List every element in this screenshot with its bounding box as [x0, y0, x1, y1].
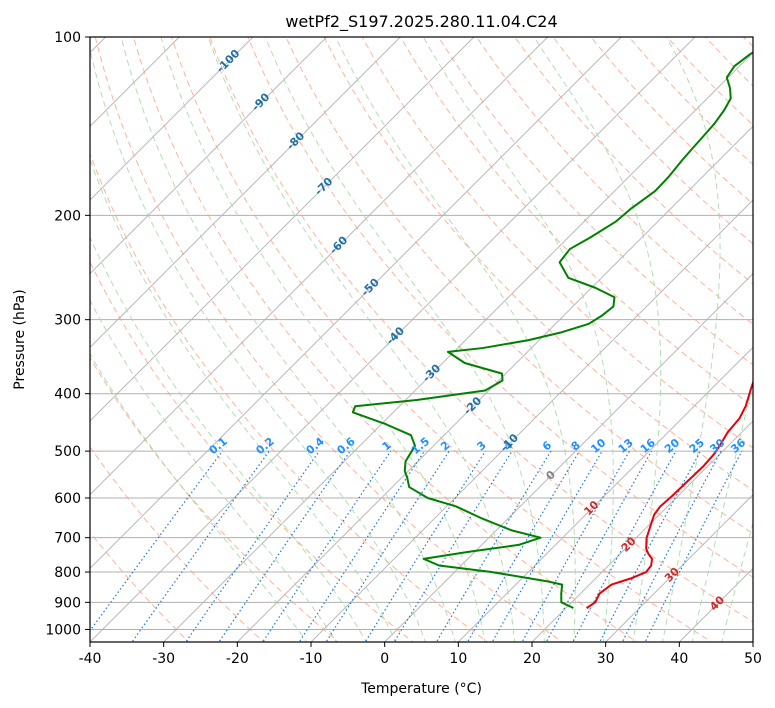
- plot-frame: [89, 36, 754, 643]
- mixing-ratio-line: [466, 450, 580, 642]
- plot-area: [90, 37, 753, 642]
- mixing-ratio-line: [364, 450, 486, 642]
- isotherm-line: [90, 37, 254, 201]
- mixing-ratio-line: [572, 450, 677, 642]
- y-tick-label: 900: [54, 595, 81, 611]
- moist-adiabat-line: [90, 353, 308, 642]
- x-axis-label: Temperature (°C): [360, 681, 482, 697]
- mixing-ratio-line: [185, 450, 320, 642]
- dry-adiabat-line: [94, 37, 564, 642]
- isotherm-line: [457, 346, 753, 642]
- dry-adiabat-line: [476, 37, 753, 325]
- dry-adiabat-line: [90, 446, 265, 642]
- mixing-ratio-line: [218, 450, 351, 642]
- isotherm-line: [236, 125, 753, 642]
- moist-adiabat-line: [90, 299, 338, 642]
- y-tick-label: 500: [54, 444, 81, 460]
- profile-lines: [351, 51, 753, 609]
- mixing-ratio-line: [131, 450, 270, 642]
- dry-adiabat-line: [132, 37, 638, 642]
- isotherm-line: [90, 37, 549, 496]
- isotherm-line: [384, 273, 753, 642]
- mixing-ratio-line: [599, 450, 702, 642]
- y-tick-label: 600: [54, 491, 81, 507]
- axes: -40 -30 -20 -10 0 10 20 30 40 50 100 200 300 400 500 60…: [45, 30, 762, 667]
- y-tick-label: 1000: [45, 622, 81, 638]
- moist-adiabat-line: [422, 37, 614, 642]
- y-tick-label: 800: [54, 565, 81, 581]
- moist-adiabat-line: [160, 37, 486, 642]
- dry-adiabat-line: [90, 152, 489, 642]
- moist-adiabat-line: [90, 47, 427, 642]
- dry-adiabat-line: [514, 37, 753, 285]
- x-tick-label: 20: [523, 651, 541, 667]
- dry-adiabat-line: [438, 37, 753, 366]
- mixing-ratio-line: [262, 450, 392, 642]
- isotherm-line: [90, 37, 401, 348]
- y-tick-label: 400: [54, 387, 81, 403]
- x-tick-label: 50: [744, 651, 762, 667]
- moist-adiabat-line: [90, 157, 397, 642]
- isotherm-line: [90, 37, 622, 569]
- dry-adiabat-line: [90, 356, 340, 642]
- background-lines: [90, 37, 753, 642]
- mixing-ratio-line: [325, 450, 450, 642]
- moist-adiabat-line: [90, 236, 367, 642]
- x-tick-label: 40: [670, 651, 688, 667]
- moist-adiabat-line: [207, 37, 516, 642]
- dry-adiabat-line: [171, 37, 713, 642]
- dewpoint-profile-line: [351, 51, 753, 609]
- x-tick-label: 30: [597, 651, 615, 667]
- dry-adiabat-line: [361, 37, 753, 449]
- y-tick-label: 300: [54, 313, 81, 329]
- moist-adiabat-line: [662, 37, 721, 642]
- moist-adiabat-line: [721, 521, 753, 642]
- dry-adiabat-line: [209, 37, 753, 623]
- y-tick-label: 100: [54, 30, 81, 46]
- mixing-ratio-line: [621, 450, 722, 642]
- x-tick-label: -20: [226, 651, 249, 667]
- moist-adiabat-line: [120, 37, 456, 642]
- moist-adiabat-line: [533, 37, 662, 642]
- mixing-ratio-line: [90, 450, 223, 632]
- isotherm-line: [605, 494, 753, 642]
- y-tick-label: 700: [54, 531, 81, 547]
- y-tick-label: 200: [54, 208, 81, 224]
- x-tick-label: -10: [300, 651, 323, 667]
- isotherm-line: [310, 199, 753, 642]
- chart-title: wetPf2_S197.2025.280.11.04.C24: [285, 12, 557, 32]
- x-tick-label: -40: [79, 651, 102, 667]
- mixing-ratio-line: [298, 450, 425, 642]
- dry-adiabat-line: [323, 37, 753, 491]
- dry-adiabat-line: [90, 260, 414, 642]
- temperature-profile-line: [586, 379, 753, 609]
- isotherm-line: [90, 37, 696, 642]
- moist-adiabat-line: [335, 37, 576, 642]
- moist-adiabat-line: [264, 37, 545, 642]
- isotherm-line: [90, 37, 328, 275]
- x-tick-label: 0: [380, 651, 389, 667]
- x-tick-label: 10: [449, 651, 467, 667]
- dry-adiabat-line: [399, 37, 753, 407]
- dry-adiabat-line: [285, 37, 753, 535]
- x-tick-label: -30: [152, 651, 175, 667]
- y-axis-label: Pressure (hPa): [12, 289, 28, 389]
- isotherm-line: [531, 420, 753, 642]
- moist-adiabat-line: [691, 379, 753, 642]
- dry-adiabat-line: [247, 37, 753, 578]
- isotherm-line: [163, 52, 753, 642]
